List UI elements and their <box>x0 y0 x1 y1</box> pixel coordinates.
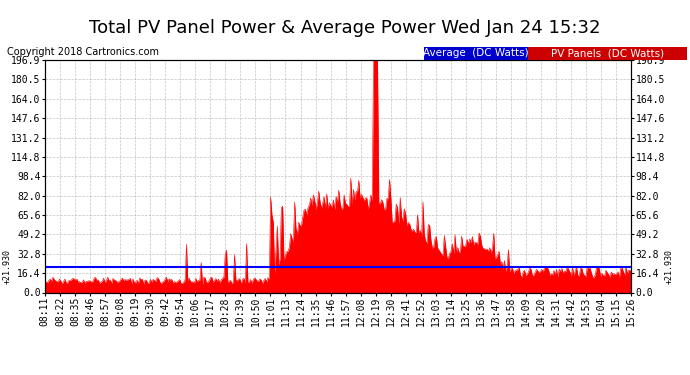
Text: +21.930: +21.930 <box>665 249 674 284</box>
Text: Copyright 2018 Cartronics.com: Copyright 2018 Cartronics.com <box>7 47 159 57</box>
Text: PV Panels  (DC Watts): PV Panels (DC Watts) <box>551 48 664 58</box>
Text: Average  (DC Watts): Average (DC Watts) <box>423 48 529 58</box>
Text: Total PV Panel Power & Average Power Wed Jan 24 15:32: Total PV Panel Power & Average Power Wed… <box>89 19 601 37</box>
Text: +21.930: +21.930 <box>2 249 11 284</box>
